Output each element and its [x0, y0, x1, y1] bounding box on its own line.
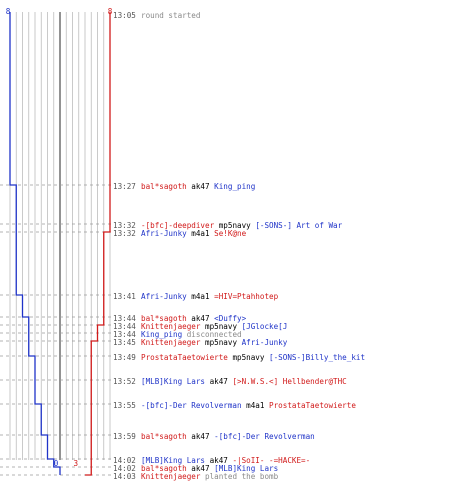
- event-red-segment: bal*sagoth: [141, 432, 187, 441]
- event-red-segment: -[bfc]-deepdiver: [141, 221, 215, 230]
- event-time: 13:44: [113, 330, 136, 339]
- event-text: bal*sagoth ak47 -[bfc]-Der Revolverman: [141, 432, 315, 441]
- event-text: bal*sagoth ak47 <Duffy>: [141, 314, 247, 323]
- event-text: -[bfc]-Der Revolverman m4a1 ProstataTaet…: [141, 401, 356, 410]
- event-blue-segment: -[bfc]-Der Revolverman: [214, 432, 315, 441]
- event-black-segment: m4a1: [187, 292, 214, 301]
- event-gray-segment: planted the bomb: [200, 472, 278, 481]
- event-black-segment: mp5navy: [200, 338, 241, 347]
- event-black-segment: mp5navy: [228, 353, 269, 362]
- event-time: 13:41: [113, 292, 136, 301]
- event-red-segment: ProstataTaetowierte: [269, 401, 356, 410]
- event-blue-segment: King_ping: [141, 330, 182, 339]
- event-text: King_ping disconnected: [141, 330, 242, 339]
- red-start-score: 8: [108, 7, 113, 16]
- event-red-segment: Knittenjaeger: [141, 472, 201, 481]
- event-time: 13:05: [113, 11, 136, 20]
- event-text: Knittenjaeger mp5navy [JGlocke[J: [141, 322, 287, 331]
- event-time: 13:32: [113, 221, 136, 230]
- event-text: [MLB]King Lars ak47 [>N.W.S.<] Hellbende…: [141, 377, 347, 386]
- event-text: Knittenjaeger mp5navy Afri-Junky: [141, 338, 288, 347]
- event-text: bal*sagoth ak47 [MLB]King Lars: [141, 464, 278, 473]
- event-red-segment: bal*sagoth: [141, 314, 187, 323]
- event-gray-segment: round started: [141, 11, 200, 20]
- event-black-segment: ak47: [205, 377, 232, 386]
- event-red-segment: bal*sagoth: [141, 464, 187, 473]
- event-time: 13:32: [113, 229, 136, 238]
- event-text: Afri-Junky m4a1 =HIV=Ptahhotep: [141, 292, 279, 301]
- event-black-segment: ak47: [205, 456, 232, 465]
- event-time: 13:44: [113, 314, 136, 323]
- event-blue-segment: <Duffy>: [214, 314, 246, 323]
- event-time: 13:55: [113, 401, 136, 410]
- event-time: 14:02: [113, 464, 136, 473]
- event-text: [MLB]King Lars ak47 -|SoII- -=HACKE=-: [141, 456, 310, 465]
- event-red-segment: =HIV=Ptahhotep: [214, 292, 278, 301]
- event-black-segment: mp5navy: [214, 221, 255, 230]
- event-red-segment: Knittenjaeger: [141, 322, 201, 331]
- event-red-segment: Se!K@ne: [214, 229, 246, 238]
- event-time: 14:02: [113, 456, 136, 465]
- blue-end-score: 0: [54, 459, 59, 468]
- event-black-segment: ak47: [187, 464, 214, 473]
- event-black-segment: ak47: [187, 182, 214, 191]
- event-text: -[bfc]-deepdiver mp5navy [-SONS-] Art of…: [141, 221, 343, 230]
- event-blue-segment: [MLB]King Lars: [141, 456, 205, 465]
- red-end-score: 3: [73, 459, 78, 468]
- event-blue-segment: Afri-Junky: [141, 229, 187, 238]
- event-time: 13:45: [113, 338, 136, 347]
- event-blue-segment: Afri-Junky: [242, 338, 288, 347]
- event-text: ProstataTaetowierte mp5navy [-SONS-]Bill…: [141, 353, 365, 362]
- event-time: 14:03: [113, 472, 136, 481]
- blue-team-line: [9, 12, 61, 475]
- event-time: 13:44: [113, 322, 136, 331]
- event-blue-segment: [MLB]King Lars: [214, 464, 278, 473]
- event-red-segment: Hellbender@THC: [278, 377, 347, 386]
- event-text: Knittenjaeger planted the bomb: [141, 472, 279, 481]
- event-blue-segment: King_ping: [214, 182, 255, 191]
- event-text: bal*sagoth ak47 King_ping: [141, 182, 255, 191]
- event-blue-segment: [JGlocke[J: [242, 322, 288, 331]
- event-red-segment: [>N.W.S.<]: [232, 377, 278, 386]
- event-red-segment: bal*sagoth: [141, 182, 187, 191]
- event-black-segment: m4a1: [187, 229, 214, 238]
- event-red-segment: -|SoII- -=HACKE=-: [232, 456, 310, 465]
- event-red-segment: ProstataTaetowierte: [141, 353, 228, 362]
- event-black-segment: ak47: [187, 314, 214, 323]
- event-gray-segment: disconnected: [182, 330, 241, 339]
- event-black-segment: m4a1: [242, 401, 269, 410]
- event-time: 13:27: [113, 182, 136, 191]
- event-blue-segment: [-SONS-] Art of War: [255, 221, 342, 230]
- blue-start-score: 8: [6, 7, 11, 16]
- event-time: 13:59: [113, 432, 136, 441]
- event-blue-segment: [-SONS-]Billy_the_kit: [269, 353, 365, 362]
- event-red-segment: Knittenjaeger: [141, 338, 201, 347]
- event-text: Afri-Junky m4a1 Se!K@ne: [141, 229, 247, 238]
- event-time: 13:49: [113, 353, 136, 362]
- event-black-segment: mp5navy: [200, 322, 241, 331]
- event-blue-segment: -[bfc]-Der Revolverman: [141, 401, 242, 410]
- event-blue-segment: [MLB]King Lars: [141, 377, 205, 386]
- event-black-segment: ak47: [187, 432, 214, 441]
- red-team-line: [85, 12, 111, 476]
- event-blue-segment: Afri-Junky: [141, 292, 187, 301]
- event-text: round started: [141, 11, 200, 20]
- event-time: 13:52: [113, 377, 136, 386]
